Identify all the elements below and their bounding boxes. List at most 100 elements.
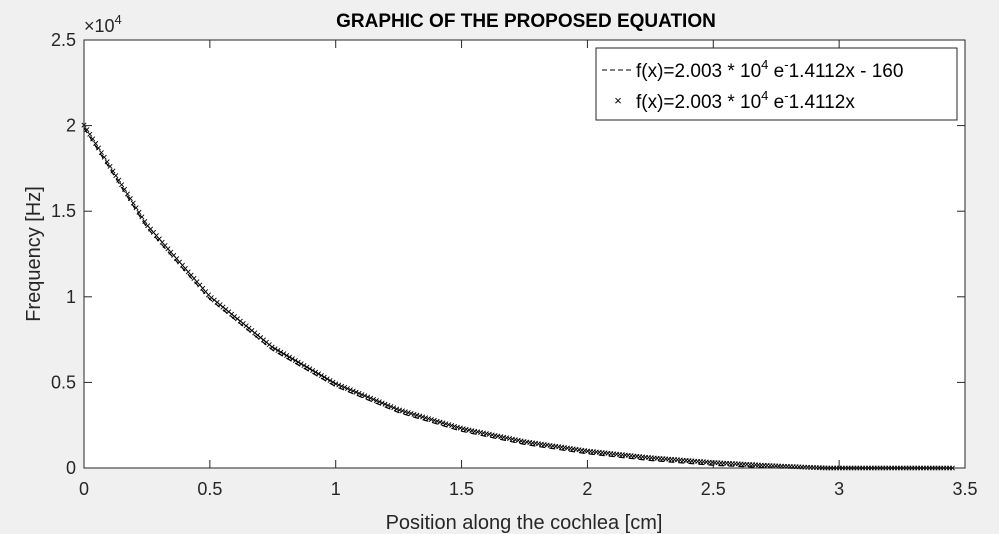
series-2-x-marker: [457, 425, 463, 431]
series-2-x-marker: [90, 136, 96, 142]
x-tick-label: 0.5: [197, 479, 222, 499]
x-tick-label: 3: [834, 479, 844, 499]
y-tick-label: 2.5: [51, 30, 76, 50]
series-2-x-marker: [110, 168, 116, 174]
legend-series-1-sup-1: 4: [761, 57, 768, 72]
series-2-x-marker: [139, 214, 145, 220]
legend-series-2-part-c: 1.4112x: [789, 92, 856, 113]
legend-series-2-part-a: f(x)=2.003 * 10: [636, 92, 761, 113]
series-2-x-marker: [362, 393, 368, 399]
series-2-x-marker: [292, 357, 298, 363]
series-2-x-marker: [379, 400, 385, 406]
series-2-x-marker: [313, 369, 319, 375]
series-2-x-marker: [95, 145, 101, 151]
series-2-x-marker: [449, 422, 455, 429]
legend-series-2-sup-1: 4: [761, 88, 768, 103]
legend-x-marker: ×: [614, 93, 622, 108]
series-2-x-marker: [284, 352, 290, 358]
series-2-x-marker: [298, 361, 304, 367]
series-2-x-marker: [342, 384, 348, 390]
series-2-x-marker: [423, 415, 429, 421]
series-2-x-marker: [417, 413, 423, 419]
series-2-x-marker: [116, 177, 122, 183]
series-2-x-marker: [101, 154, 107, 160]
x-tick-label: 3.5: [952, 479, 977, 499]
y-tick-label: 1.5: [51, 201, 76, 221]
legend-series-2-label: f(x)=2.003 * 104 e-1.4112x: [636, 88, 855, 113]
series-2-x-marker: [365, 394, 371, 400]
series-2-x-marker: [336, 382, 342, 388]
series-2-x-marker: [443, 421, 449, 427]
series-2-x-marker: [287, 354, 293, 360]
legend-series-1-part-c: 1.4112x - 160: [789, 61, 904, 82]
series-2-x-marker: [310, 367, 316, 374]
series-2-x-marker: [136, 209, 142, 215]
series-2-x-marker: [107, 163, 113, 169]
series-2-x-marker: [428, 416, 434, 423]
y-tick-label: 2: [66, 116, 76, 136]
series-2-x-marker: [98, 150, 104, 156]
series-2-x-marker: [376, 399, 382, 405]
legend-series-1-part-b: e: [768, 61, 784, 82]
y-exponent-label: ×104: [84, 12, 122, 36]
legend-series-2-sup-2: -: [784, 88, 788, 103]
series-2-x-marker: [370, 396, 376, 402]
series-2-x-marker: [368, 395, 374, 401]
series-2-x-marker: [431, 417, 437, 423]
series-2-x-marker: [281, 351, 287, 357]
series-2-x-marker: [388, 404, 394, 410]
series-2-x-marker: [446, 422, 452, 428]
series-2-x-marker: [382, 401, 388, 407]
series-2-x-marker: [124, 191, 130, 197]
x-tick-label: 1: [331, 479, 341, 499]
y-exponent-base: ×10: [84, 16, 115, 36]
series-2-x-marker: [122, 186, 128, 192]
series-2-x-marker: [278, 349, 284, 355]
series-2-x-marker: [454, 424, 460, 430]
series-2-x-marker: [440, 420, 446, 426]
series-2-x-marker: [321, 374, 327, 380]
series-2-x-marker: [304, 364, 310, 370]
series-2-x-marker: [420, 414, 426, 420]
series-2-x-marker: [414, 412, 420, 418]
series-2-x-marker: [402, 409, 408, 415]
series-2-x-marker: [307, 366, 313, 372]
series-2-x-marker: [142, 218, 148, 225]
y-tick-label: 0: [66, 458, 76, 478]
series-2-x-marker: [425, 416, 431, 422]
series-2-x-marker: [333, 381, 339, 387]
series-2-x-marker: [397, 407, 403, 413]
series-2-x-marker: [434, 418, 440, 424]
y-exponent-power: 4: [115, 12, 122, 27]
series-2-x-marker: [327, 377, 333, 384]
legend-box: [595, 47, 958, 121]
series-2-x-marker: [437, 419, 443, 425]
series-2-x-marker: [385, 402, 391, 408]
series-2-x-marker: [452, 423, 458, 429]
series-2-x-marker: [347, 387, 353, 393]
legend: f(x)=2.003 * 104 e-1.4112x - 160 × f(x)=…: [595, 47, 958, 121]
x-tick-label: 0: [79, 479, 89, 499]
series-2-x-marker: [84, 127, 90, 133]
series-2-x-marker: [275, 347, 281, 353]
series-2-x-marker: [318, 372, 324, 379]
series-2-x-marker: [289, 356, 295, 362]
series-2-x-marker: [350, 388, 356, 394]
series-2-x-marker: [356, 390, 362, 396]
series-2-x-marker: [301, 362, 307, 368]
series-2-x-marker: [119, 182, 125, 188]
y-tick-label: 0.5: [51, 372, 76, 392]
series-2-x-marker: [344, 386, 350, 392]
series-2-x-marker: [113, 173, 119, 179]
legend-series-2-part-b: e: [768, 92, 784, 113]
x-axis-label: Position along the cochlea [cm]: [386, 512, 663, 534]
legend-series-1-sup-2: -: [784, 57, 788, 72]
series-2-x-marker: [391, 405, 397, 411]
series-2-x-marker: [272, 346, 278, 352]
series-2-x-marker: [130, 200, 136, 206]
series-2-x-marker: [359, 392, 365, 398]
series-2-x-marker: [405, 410, 411, 416]
series-2-x-marker: [330, 379, 336, 385]
series-2-x-marker: [411, 411, 417, 417]
